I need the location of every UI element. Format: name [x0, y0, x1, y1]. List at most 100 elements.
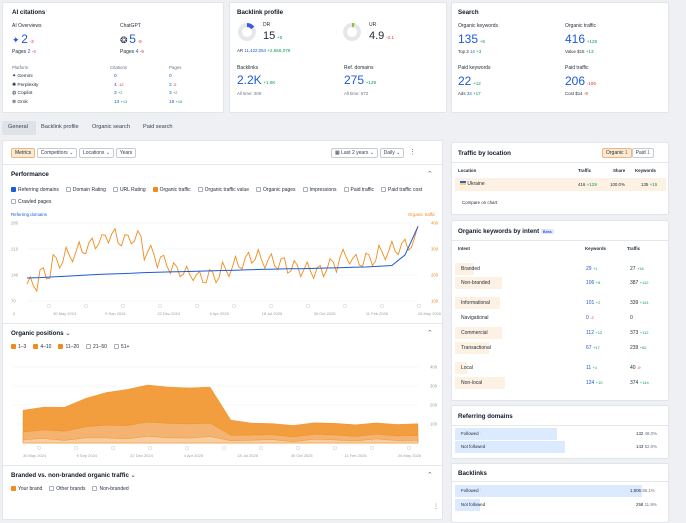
dr-metric[interactable]: 15 +5 — [263, 30, 283, 42]
checkbox-1[interactable]: Other brands — [49, 486, 85, 492]
annotation-marker[interactable] — [36, 445, 42, 451]
annotation-marker[interactable] — [110, 445, 116, 451]
intent-traffic: 239 +62 — [630, 345, 647, 351]
checkbox-0[interactable]: 1–3 — [11, 344, 26, 350]
ref-domains-line[interactable] — [26, 226, 419, 279]
checkbox-0[interactable]: Your brand — [11, 486, 42, 492]
organic-keywords-metric[interactable]: 135 +9 — [458, 32, 485, 46]
tab-backlink-profile[interactable]: Backlink profile — [41, 124, 79, 130]
backlinks-metric[interactable]: 2.2K +1.6K — [237, 73, 276, 87]
more-menu-icon[interactable]: ⋮ — [409, 149, 417, 156]
annotation-marker[interactable] — [258, 445, 264, 451]
ai-overviews-metric[interactable]: ✦ 2 -3 — [12, 32, 34, 46]
organic-traffic-line[interactable] — [26, 225, 419, 293]
annotation-marker[interactable] — [157, 303, 163, 309]
collapse-chevron-icon[interactable]: ⌃ — [427, 472, 433, 479]
date-range-dropdown[interactable]: ▦ Last 2 years ⌄ — [331, 148, 378, 158]
interval-dropdown[interactable]: Daily ⌄ — [379, 148, 405, 158]
x-tick: 11 Feb 2026 — [366, 311, 389, 316]
annotation-marker[interactable] — [46, 303, 52, 309]
checkbox-1[interactable]: Domain Rating — [65, 187, 106, 193]
annotation-marker[interactable] — [221, 445, 227, 451]
organic-positions-title[interactable]: Organic positions ⌄ — [11, 330, 71, 337]
platform-citations[interactable]: 3 +2 — [114, 91, 123, 96]
platform-pages[interactable]: 16 +16 — [169, 99, 183, 105]
annotation-marker[interactable] — [369, 445, 375, 451]
checkbox-2[interactable]: 11–20 — [58, 344, 79, 350]
followed-value: 1,906 88.1% — [630, 488, 655, 493]
intent-keywords[interactable]: 101 +2 — [586, 300, 601, 306]
ref-domains-metric[interactable]: 275 +129 — [344, 73, 377, 87]
organic-traffic-metric[interactable]: 416 +129 — [565, 32, 598, 46]
checkbox-8[interactable]: Paid traffic cost — [381, 187, 422, 193]
performance-chart[interactable]: 280 400 210 300 140 200 70 100 0 30 May 2024 9 Sep… — [3, 217, 444, 319]
tab-organic-search[interactable]: Organic search — [92, 124, 130, 130]
branded-traffic-title[interactable]: Branded vs. non-branded organic traffic … — [11, 472, 136, 479]
annotation-marker[interactable] — [83, 303, 89, 309]
checkbox-7[interactable]: Paid traffic — [343, 187, 374, 193]
checkbox-9[interactable]: Crawled pages — [11, 199, 51, 205]
annotation-marker[interactable] — [194, 303, 200, 309]
annotation-marker[interactable] — [231, 303, 237, 309]
table-row[interactable] — [455, 178, 666, 191]
paid-keywords-metric[interactable]: 22 +12 — [458, 74, 481, 88]
checkbox-4[interactable]: 51+ — [113, 344, 129, 350]
checkbox-2[interactable]: URL Rating — [112, 187, 146, 193]
compare-on-chart-link[interactable]: Compare on chart — [462, 200, 498, 205]
tab-general[interactable]: General — [8, 124, 28, 130]
checkbox-1[interactable]: 4–10 — [33, 344, 51, 350]
tab-paid-search[interactable]: Paid search — [143, 124, 173, 130]
checkbox-0[interactable]: Referring domains — [11, 187, 59, 193]
positions-area-1[interactable] — [22, 421, 419, 444]
years-button[interactable]: Years — [115, 148, 137, 158]
annotation-marker[interactable] — [332, 445, 338, 451]
annotation-marker[interactable] — [120, 303, 126, 309]
metrics-button[interactable]: Metrics — [11, 148, 36, 158]
paid-traffic-metric[interactable]: 206 -106 — [565, 74, 596, 88]
intent-keywords[interactable]: 106 +8 — [586, 280, 601, 286]
calendar-icon: ▦ — [335, 150, 340, 156]
annotation-marker[interactable] — [379, 303, 385, 309]
annotation-marker[interactable] — [416, 303, 422, 309]
checkbox-3[interactable]: 21–50 — [86, 344, 107, 350]
intent-keywords[interactable]: 112 +12 — [586, 330, 603, 336]
checkbox-4[interactable]: Organic traffic value — [197, 187, 249, 193]
platform-citations[interactable]: 4 -12 — [114, 82, 124, 88]
intent-keywords[interactable]: 0 -2 — [586, 315, 594, 321]
positions-area-0[interactable] — [22, 436, 419, 444]
collapse-chevron-icon[interactable]: ⌃ — [427, 171, 433, 178]
annotation-marker[interactable] — [73, 445, 79, 451]
checkbox-2[interactable]: Non-branded — [92, 486, 129, 492]
chatgpt-metric[interactable]: ❂ 5 -9 — [120, 32, 142, 46]
platform-citations[interactable]: 0 — [114, 74, 117, 79]
locations-dropdown[interactable]: Locations ⌄ — [79, 148, 115, 158]
intent-keywords[interactable]: 67 +17 — [586, 345, 600, 351]
organic-positions-chart[interactable]: 400 300 200 100 30 May 2024 9 Sep 2024 22 Dec … — [3, 363, 444, 463]
annotation-marker[interactable] — [268, 303, 274, 309]
platform-pages[interactable]: 3 +2 — [169, 91, 178, 96]
platform-pages[interactable]: 0 — [169, 74, 172, 79]
organic-toggle-button[interactable]: Organic 1 — [602, 148, 632, 158]
platform-pages[interactable]: 2 -5 — [169, 82, 177, 88]
divider — [452, 481, 668, 482]
intent-keywords[interactable]: 124 +10 — [586, 380, 603, 386]
platform-icon: ✦ — [12, 74, 17, 79]
filter-bar: Metrics Competitors ⌄ Locations ⌄ Years — [11, 148, 137, 158]
annotation-marker[interactable] — [295, 445, 301, 451]
annotation-marker[interactable] — [406, 445, 412, 451]
intent-keywords[interactable]: 11 +1 — [586, 365, 598, 371]
annotation-marker[interactable] — [342, 303, 348, 309]
annotation-marker[interactable] — [147, 445, 153, 451]
more-menu-icon[interactable]: ⋮ — [433, 504, 439, 510]
platform-citations[interactable]: 13 +13 — [114, 99, 128, 105]
annotation-marker[interactable] — [305, 303, 311, 309]
checkbox-6[interactable]: Impressions — [302, 187, 337, 193]
checkbox-3[interactable]: Organic traffic — [152, 187, 191, 193]
ur-metric[interactable]: 4.9 -2.1 — [369, 30, 394, 42]
collapse-chevron-icon[interactable]: ⌃ — [427, 330, 433, 337]
checkbox-5[interactable]: Organic pages — [256, 187, 296, 193]
paid-toggle-button[interactable]: Paid 1 — [631, 148, 654, 158]
intent-keywords[interactable]: 29 +1 — [586, 266, 598, 272]
annotation-marker[interactable] — [184, 445, 190, 451]
competitors-dropdown[interactable]: Competitors ⌄ — [36, 148, 78, 158]
